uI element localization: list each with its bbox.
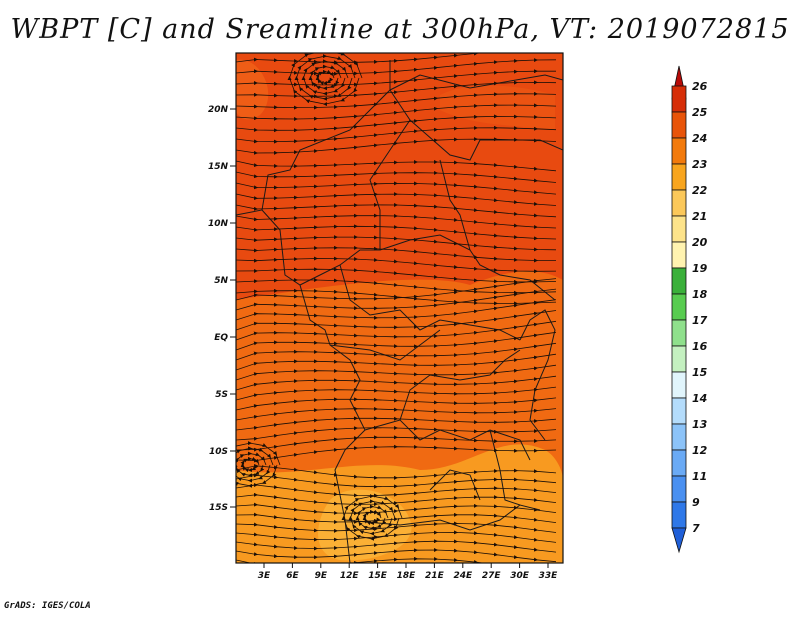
colorbar-swatch bbox=[671, 449, 687, 477]
streamline bbox=[236, 441, 281, 488]
colorbar-swatch bbox=[671, 319, 687, 347]
colorbar-label: 9 bbox=[692, 496, 700, 509]
lon-tick-label: 18E bbox=[397, 571, 417, 581]
lat-axis: 20N 15N 10N 5N EQ 5S 10S 15S bbox=[208, 105, 236, 513]
map-title: WBPT [C] and Sreamline at 300hPa, VT: 20… bbox=[10, 14, 790, 45]
lon-tick-label: 12E bbox=[340, 571, 360, 581]
colorbar-label: 18 bbox=[692, 288, 708, 301]
colorbar-swatch bbox=[671, 241, 687, 269]
streamline bbox=[236, 386, 557, 401]
colorbar-label: 16 bbox=[692, 340, 708, 353]
colorbar-label: 22 bbox=[692, 184, 708, 197]
colorbar-label: 17 bbox=[692, 314, 708, 327]
streamline bbox=[236, 406, 557, 421]
streamline bbox=[236, 397, 557, 411]
lon-axis: 3E 6E 9E 12E 15E 18E 21E 24E 27E 30E 33E bbox=[258, 563, 558, 581]
lon-tick-label: 15E bbox=[368, 571, 388, 581]
colorbar-label: 20 bbox=[692, 236, 708, 249]
colorbar-swatch bbox=[671, 397, 687, 425]
colorbar-swatch bbox=[671, 475, 687, 503]
colorbar-swatch bbox=[671, 267, 687, 295]
streamlines bbox=[236, 53, 557, 563]
colorbar: 26 25 24 23 22 21 20 19 18 17 16 15 14 13 12 11 9 7 bbox=[671, 65, 708, 554]
colorbar-label: 7 bbox=[692, 522, 700, 535]
lat-tick-label: EQ bbox=[214, 333, 228, 343]
lat-tick-label: 10N bbox=[208, 219, 229, 229]
lat-tick-label: 10S bbox=[209, 447, 228, 457]
lat-tick-label: 15S bbox=[209, 503, 228, 513]
colorbar-label: 19 bbox=[692, 262, 708, 275]
lon-tick-label: 21E bbox=[425, 571, 445, 581]
streamline bbox=[236, 181, 557, 195]
colorbar-label: 12 bbox=[692, 444, 708, 457]
streamline bbox=[236, 159, 557, 172]
streamline bbox=[236, 137, 557, 155]
streamline bbox=[236, 444, 557, 463]
lon-tick-label: 27E bbox=[482, 571, 502, 581]
colorbar-label: 21 bbox=[692, 210, 707, 223]
streamline bbox=[236, 435, 557, 452]
lat-tick-label: 20N bbox=[208, 105, 229, 115]
streamline bbox=[236, 425, 557, 441]
lon-tick-label: 6E bbox=[286, 571, 299, 581]
streamline bbox=[236, 416, 557, 431]
colorbar-swatch bbox=[671, 215, 687, 243]
streamline bbox=[341, 494, 403, 541]
lat-tick-label: 15N bbox=[208, 162, 229, 172]
colorbar-swatch bbox=[671, 189, 687, 217]
colorbar-swatch bbox=[671, 345, 687, 373]
colorbar-label: 25 bbox=[692, 106, 708, 119]
colorbar-swatch bbox=[671, 371, 687, 399]
streamline bbox=[236, 202, 557, 218]
lon-tick-label: 30E bbox=[510, 571, 530, 581]
colorbar-swatch bbox=[671, 137, 687, 165]
streamline bbox=[287, 53, 363, 107]
lat-tick-label: 5N bbox=[214, 276, 228, 286]
lon-tick-label: 33E bbox=[539, 571, 559, 581]
streamline bbox=[236, 539, 557, 553]
colorbar-label: 23 bbox=[692, 158, 708, 171]
streamline bbox=[236, 364, 557, 381]
lat-tick-label: 5S bbox=[215, 390, 228, 400]
grads-credit: GrADS: IGES/COLA bbox=[4, 601, 91, 611]
streamline bbox=[236, 353, 557, 371]
colorbar-label: 11 bbox=[692, 470, 707, 483]
streamline bbox=[236, 556, 538, 563]
colorbar-label: 13 bbox=[692, 418, 708, 431]
streamline bbox=[236, 170, 557, 183]
streamline bbox=[236, 342, 557, 361]
colorbar-swatch bbox=[671, 293, 687, 321]
streamline bbox=[236, 375, 557, 391]
colorbar-bottom-arrow bbox=[671, 527, 687, 554]
colorbar-swatch bbox=[671, 111, 687, 139]
colorbar-label: 26 bbox=[692, 80, 708, 93]
colorbar-swatch bbox=[671, 163, 687, 191]
colorbar-label: 24 bbox=[692, 132, 707, 145]
lon-tick-label: 3E bbox=[258, 571, 271, 581]
colorbar-swatch bbox=[671, 85, 687, 113]
colorbar-label: 15 bbox=[692, 366, 708, 379]
colorbar-swatch bbox=[671, 423, 687, 451]
lon-tick-label: 9E bbox=[315, 571, 328, 581]
streamline bbox=[236, 192, 557, 206]
map-frame bbox=[235, 52, 564, 564]
colorbar-swatch bbox=[671, 501, 687, 529]
colorbar-label: 14 bbox=[692, 392, 707, 405]
lon-tick-label: 24E bbox=[453, 571, 473, 581]
